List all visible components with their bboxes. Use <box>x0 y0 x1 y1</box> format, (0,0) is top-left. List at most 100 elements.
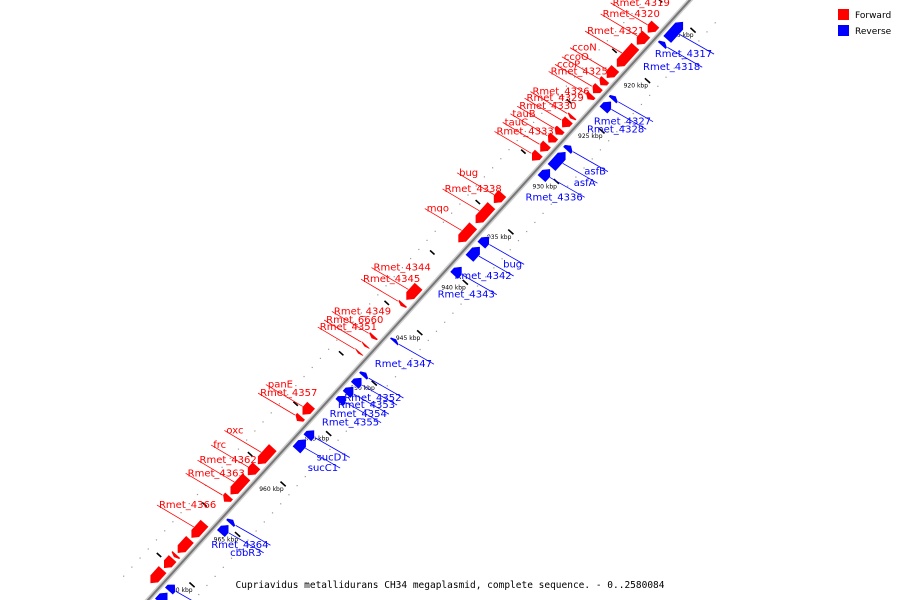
gene-arrow-rmet_4330[interactable] <box>553 124 566 136</box>
gene-arrow-rmet_4351[interactable] <box>354 347 365 357</box>
gene-arrow-rmet_6660[interactable] <box>360 340 371 350</box>
gene-arrow-rmet_4357[interactable] <box>294 412 306 423</box>
gene-label-rmet_4319[interactable]: Rmet_4319 <box>613 0 670 9</box>
gene-arrow-rmet_4353[interactable] <box>350 377 363 390</box>
gene-label-rmet_4326[interactable]: Rmet_4326 <box>532 87 589 98</box>
gene-arrow-rmet_4347[interactable] <box>389 336 400 347</box>
gene-arrow-rmet_4329[interactable] <box>561 115 574 129</box>
gene-arrow-rmet_4344[interactable] <box>405 281 424 301</box>
gene-arrow-cbbr3[interactable] <box>216 524 230 538</box>
gene-label-rmet_4342[interactable]: Rmet_4342 <box>454 271 511 282</box>
gene-label-mqo[interactable]: mqo <box>427 204 449 215</box>
gene-arrow-rmet_4336[interactable] <box>536 168 551 183</box>
gene-arrow-rmet_4327[interactable] <box>607 94 619 105</box>
gene-label-rmet_4321[interactable]: Rmet_4321 <box>587 26 644 37</box>
gene-label-sucd1[interactable]: sucD1 <box>317 452 348 463</box>
gene-arrow-rmet_4369[interactable] <box>163 554 178 569</box>
gene-arrow-ccon[interactable] <box>606 64 621 79</box>
gene-label-rmet_4362[interactable]: Rmet_4362 <box>200 455 257 466</box>
gene-arrow-succ1[interactable] <box>291 438 307 455</box>
gene-label-rmet_4364[interactable]: Rmet_4364 <box>211 540 268 551</box>
gene-arrow-rmet_4355[interactable] <box>334 395 347 407</box>
gene-arrow-oxc[interactable] <box>257 443 278 465</box>
gene-label-cbbr3[interactable]: cbbR3 <box>230 548 262 559</box>
gene-arrow-taub[interactable] <box>547 131 560 144</box>
gene-arrow-rmet_4333[interactable] <box>531 148 544 162</box>
gene-label-succ1[interactable]: sucC1 <box>308 463 338 474</box>
gene-arrow-mqo[interactable] <box>457 221 478 244</box>
gene-label-rmet_4354[interactable]: Rmet_4354 <box>330 409 387 420</box>
gene-arrow-rmet_4328[interactable] <box>598 100 612 115</box>
gene-label-frc[interactable]: frc <box>213 440 226 451</box>
gene-arrow-asfa[interactable] <box>546 151 567 172</box>
gene-arrow-rmet_4325[interactable] <box>585 90 597 101</box>
gene-arrow-rmet_4366[interactable] <box>190 518 210 539</box>
gene-label-rmet_4349[interactable]: Rmet_4349 <box>334 306 391 317</box>
gene-label-rmet_4318[interactable]: Rmet_4318 <box>643 62 700 73</box>
gene-label-rmet_4357[interactable]: Rmet_4357 <box>260 388 317 399</box>
gene-label-tauc[interactable]: tauC <box>505 117 528 128</box>
gene-label-bug[interactable]: bug <box>459 168 478 179</box>
gene-label-oxc[interactable]: oxc <box>226 425 243 436</box>
gene-label-rmet_4353[interactable]: Rmet_4353 <box>338 400 395 411</box>
gene-label-asfb[interactable]: asfB <box>584 167 606 178</box>
gene-label-rmet_4344[interactable]: Rmet_4344 <box>374 263 431 274</box>
gene-arrow-rmet_4367[interactable] <box>177 535 195 554</box>
gene-arrow-rmet_4326[interactable] <box>567 111 578 122</box>
gene-label-rmet_6660[interactable]: Rmet_6660 <box>326 315 383 326</box>
gene-arrow-rmet_4317[interactable] <box>662 21 684 44</box>
gene-arrow-rmet_4318[interactable] <box>656 39 668 50</box>
gene-label-rmet_4325[interactable]: Rmet_4325 <box>551 66 608 77</box>
gene-arrow-rmet_4338[interactable] <box>474 201 497 224</box>
gene-label-rmet_4352[interactable]: Rmet_4352 <box>344 393 401 404</box>
gene-label-rmet_4338[interactable]: Rmet_4338 <box>445 184 502 195</box>
gene-arrow-rmet_4370[interactable] <box>149 565 168 584</box>
gene-arrow-rmet_4371[interactable] <box>164 583 177 596</box>
gene-arrow-ccoo[interactable] <box>598 75 611 87</box>
gene-label-rmet_4333[interactable]: Rmet_4333 <box>496 126 553 137</box>
gene-label-rmet_4355[interactable]: Rmet_4355 <box>322 418 379 429</box>
gene-arrow-rmet_4342[interactable] <box>464 246 481 263</box>
gene-label-rmet_4351[interactable]: Rmet_4351 <box>320 322 377 333</box>
gene-arrow-rmet_4349[interactable] <box>368 331 379 341</box>
gene-label-ccop[interactable]: ccoP <box>557 59 580 70</box>
gene-label-rmet_4329[interactable]: Rmet_4329 <box>527 93 584 104</box>
gene-arrow-sucd1[interactable] <box>302 429 315 443</box>
gene-arrow-rmet_4321[interactable] <box>616 41 641 68</box>
gene-label-taub[interactable]: tauB <box>512 109 535 120</box>
gene-arrow-rmet_4362[interactable] <box>229 472 252 496</box>
gene-arrow-bug[interactable] <box>493 189 508 204</box>
gene-label-rmet_4317[interactable]: Rmet_4317 <box>655 49 712 60</box>
gene-label-pane[interactable]: panE <box>268 380 293 391</box>
gene-arrow-pane[interactable] <box>301 400 316 416</box>
gene-label-rmet_4363[interactable]: Rmet_4363 <box>188 468 245 479</box>
gene-label-ccoo[interactable]: ccoO <box>564 52 589 63</box>
gene-label-rmet_4330[interactable]: Rmet_4330 <box>519 101 576 112</box>
gene-arrow-rmet_4352[interactable] <box>358 370 369 381</box>
gene-arrow-bug[interactable] <box>476 235 490 250</box>
gene-arrow-rmet_4345[interactable] <box>397 299 408 309</box>
gene-label-rmet_4336[interactable]: Rmet_4336 <box>526 192 583 203</box>
gene-label-rmet_4328[interactable]: Rmet_4328 <box>587 124 644 135</box>
gene-arrow-rmet_4363[interactable] <box>222 491 234 503</box>
gene-label-rmet_4347[interactable]: Rmet_4347 <box>375 359 432 370</box>
gene-arrow-asfb[interactable] <box>562 144 574 155</box>
gene-label-bug[interactable]: bug <box>503 259 522 270</box>
gene-label-rmet_4345[interactable]: Rmet_4345 <box>363 274 420 285</box>
gene-arrow-rmet_4343[interactable] <box>449 266 463 280</box>
gene-arrow-rmet_4372[interactable] <box>154 591 169 600</box>
gene-label-rmet_4327[interactable]: Rmet_4327 <box>594 117 651 128</box>
gene-arrow-rmet_4364[interactable] <box>225 517 236 528</box>
gene-label-ccon[interactable]: ccoN <box>572 43 597 54</box>
gene-arrow-rmet_4368[interactable] <box>170 550 182 560</box>
gene-arrow-frc[interactable] <box>247 461 262 476</box>
gene-label-rmet_4366[interactable]: Rmet_4366 <box>159 500 216 511</box>
gene-arrow-tauc[interactable] <box>539 139 552 153</box>
gene-arrow-ccop[interactable] <box>591 82 604 94</box>
gene-label-rmet_4320[interactable]: Rmet_4320 <box>603 9 660 20</box>
gene-arrow-rmet_4354[interactable] <box>341 386 355 399</box>
gene-label-rmet_4343[interactable]: Rmet_4343 <box>438 290 495 301</box>
gene-arrow-rmet_4319[interactable] <box>647 19 661 34</box>
gene-arrow-rmet_4320[interactable] <box>636 29 652 46</box>
gene-label-asfa[interactable]: asfA <box>574 178 596 189</box>
